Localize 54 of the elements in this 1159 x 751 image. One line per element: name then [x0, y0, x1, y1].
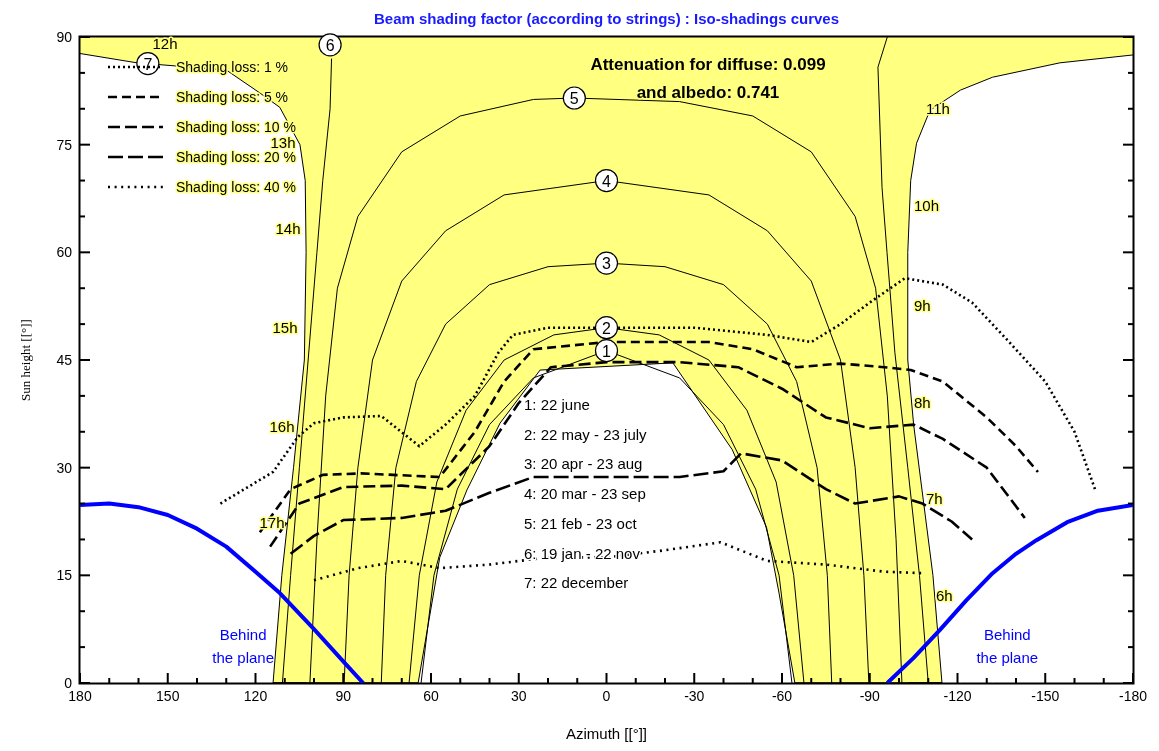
- x-tick-label: 30: [510, 688, 527, 704]
- y-tick-label: 90: [56, 29, 73, 45]
- annotation: 1: 22 june: [524, 396, 590, 413]
- annotation: 4: [602, 172, 612, 190]
- annotation: 14h: [275, 219, 301, 237]
- y-tick-label: 45: [56, 352, 73, 368]
- annotation: 5: [569, 90, 579, 108]
- annotation: 6: 19 jan - 22 nov: [524, 544, 641, 562]
- series-label: Behind the plane: [212, 626, 275, 666]
- y-tick-label: 0: [64, 675, 73, 691]
- x-tick-label: 150: [156, 688, 180, 704]
- x-tick-label: -90: [859, 688, 881, 704]
- annotation: and albedo: 0.741: [636, 83, 780, 102]
- annotation: 12h: [152, 34, 178, 52]
- annotation: 2: 22 may - 23 july: [524, 425, 648, 443]
- x-tick-label: -150: [1031, 688, 1060, 704]
- series-label: Behind the plane: [976, 626, 1039, 666]
- x-tick-label: -180: [1118, 688, 1148, 704]
- y-tick-label: 60: [56, 244, 73, 261]
- annotation: 3: [602, 255, 612, 273]
- x-axis-title: Azimuth [[°]]: [565, 725, 648, 742]
- legend-label: Shading loss: 20 %: [176, 149, 296, 165]
- chart-title: Beam shading factor (according to strings) : Iso-shadings curves: [373, 10, 840, 27]
- x-tick-label: 90: [335, 688, 352, 704]
- annotation: 5: 21 feb - 23 oct: [524, 514, 638, 532]
- y-axis-title: Sun height [[°]]: [18, 319, 33, 401]
- annotation: 2: [602, 319, 612, 337]
- annotation: 16h: [269, 417, 295, 435]
- annotation: 13h: [270, 133, 296, 151]
- x-tick-label: -60: [771, 688, 793, 704]
- annotation: Attenuation for diffuse: 0.099: [590, 55, 826, 74]
- annotation: 6h: [936, 586, 953, 604]
- annotation: 7: 22 december: [524, 574, 629, 592]
- legend-label: Shading loss: 40 %: [176, 179, 296, 195]
- annotation: 4: 20 mar - 23 sep: [524, 485, 646, 503]
- annotation: 6: [325, 36, 335, 54]
- annotation: 7h: [926, 489, 943, 507]
- annotation: 1: [602, 342, 612, 360]
- x-tick-label: 0: [602, 688, 611, 704]
- x-tick-label: 180: [68, 688, 92, 704]
- y-tick-label: 75: [56, 136, 73, 153]
- annotation: 8h: [914, 393, 931, 411]
- annotation: 7: [143, 55, 153, 73]
- annotation: 10h: [914, 196, 940, 214]
- annotation: 9h: [914, 296, 931, 314]
- x-tick-label: -30: [684, 688, 705, 704]
- annotation: 3: 20 apr - 23 aug: [524, 455, 643, 473]
- y-tick-label: 15: [56, 567, 73, 584]
- annotation: 15h: [272, 318, 298, 336]
- x-tick-label: 60: [423, 688, 439, 704]
- annotation: 17h: [259, 513, 285, 531]
- x-tick-label: -120: [943, 688, 972, 704]
- y-tick-label: 30: [56, 459, 73, 476]
- x-tick-label: 120: [243, 688, 268, 704]
